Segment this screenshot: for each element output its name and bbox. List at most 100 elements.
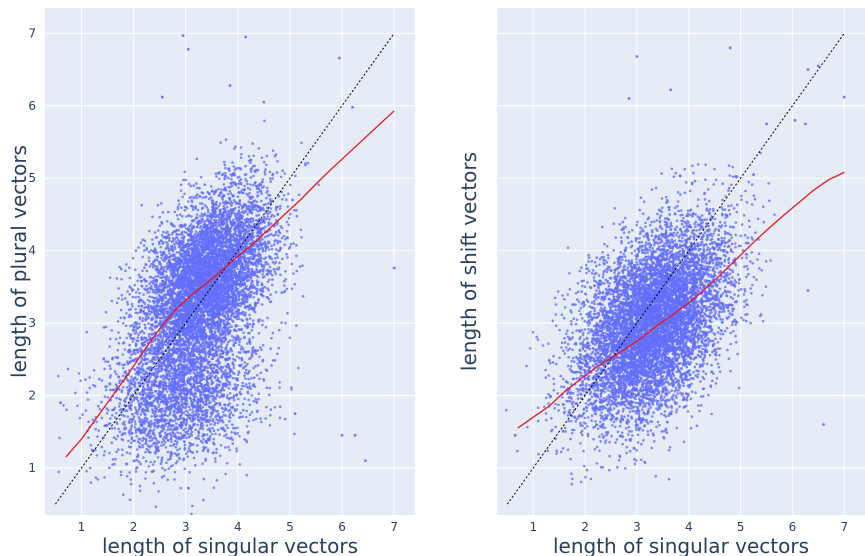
scatter-point	[264, 326, 268, 329]
scatter-point	[254, 184, 258, 188]
scatter-point	[199, 214, 202, 218]
scatter-point	[279, 247, 282, 251]
scatter-point	[118, 265, 121, 269]
scatter-point	[269, 300, 273, 304]
scatter-point	[110, 299, 114, 303]
scatter-point	[176, 238, 180, 242]
scatter-point	[275, 248, 278, 251]
scatter-point	[212, 244, 216, 247]
scatter-point	[241, 188, 244, 191]
scatter-point	[235, 233, 238, 237]
scatter-point	[277, 230, 281, 233]
scatter-point	[155, 258, 159, 262]
scatter-point	[260, 156, 264, 159]
scatter-point	[255, 168, 258, 172]
scatter-point	[164, 296, 168, 300]
scatter-point	[173, 245, 177, 248]
scatter-point	[163, 252, 167, 256]
scatter-point	[234, 294, 238, 297]
scatter-point	[266, 215, 270, 218]
scatter-point	[194, 259, 198, 263]
scatter-point	[234, 300, 237, 304]
scatter-point	[145, 269, 149, 273]
scatter-point	[254, 227, 258, 230]
scatter-point	[175, 214, 179, 217]
scatter-point	[249, 158, 253, 162]
scatter-point	[232, 165, 236, 168]
scatter-point	[267, 289, 270, 292]
scatter-point	[277, 266, 281, 269]
scatter-point	[171, 237, 175, 240]
scatter-point	[181, 195, 184, 199]
scatter-point	[129, 333, 133, 337]
scatter-point	[126, 290, 129, 293]
scatter-point	[153, 304, 156, 308]
scatter-point	[158, 295, 161, 298]
scatter-point	[263, 170, 267, 174]
scatter-point	[219, 208, 222, 212]
scatter-point	[260, 192, 264, 195]
scatter-point	[266, 189, 269, 193]
scatter-point	[271, 173, 274, 177]
scatter-point	[179, 213, 182, 216]
scatter-point	[270, 244, 273, 248]
scatter-point	[222, 321, 226, 325]
scatter-point	[152, 279, 156, 283]
scatter-point	[130, 375, 133, 379]
scatter-point	[189, 324, 193, 327]
scatter-point	[246, 213, 249, 216]
scatter-point	[271, 149, 275, 152]
scatter-point	[276, 256, 280, 259]
scatter-point	[306, 161, 310, 165]
scatter-point	[138, 291, 141, 295]
scatter-point	[268, 177, 272, 180]
scatter-point	[220, 188, 223, 191]
scatter-point	[295, 214, 299, 218]
scatter-point	[287, 217, 291, 220]
scatter-point	[137, 304, 141, 308]
scatter-point	[131, 295, 135, 299]
scatter-point	[136, 279, 139, 283]
scatter-point	[184, 223, 187, 227]
scatter-point	[127, 315, 131, 319]
scatter-point	[151, 316, 154, 320]
scatter-point	[239, 146, 243, 149]
scatter-point	[223, 186, 227, 190]
scatter-point	[149, 276, 153, 279]
scatter-point	[274, 209, 278, 212]
scatter-point	[173, 210, 177, 214]
scatter-point	[183, 170, 186, 174]
scatter-point	[206, 190, 209, 194]
scatter-point	[279, 204, 282, 208]
scatter-point	[132, 326, 135, 329]
scatter-point	[244, 297, 248, 301]
scatter-point	[157, 260, 161, 264]
scatter-point	[236, 195, 240, 198]
scatter-point	[292, 242, 295, 245]
scatter-point	[261, 273, 264, 276]
scatter-point	[144, 327, 147, 330]
scatter-point	[252, 296, 255, 299]
scatter-point	[232, 194, 235, 198]
scatter-point	[177, 199, 180, 202]
scatter-point	[142, 293, 145, 296]
scatter-point	[250, 251, 254, 255]
scatter-point	[269, 207, 273, 210]
scatter-point	[261, 180, 264, 184]
scatter-point	[137, 333, 140, 337]
scatter-point	[142, 331, 146, 335]
scatter-point	[267, 254, 271, 258]
scatter-point	[196, 186, 199, 190]
scatter-point	[274, 252, 277, 256]
scatter-point	[210, 185, 213, 188]
scatter-point	[124, 269, 127, 273]
scatter-point	[265, 186, 269, 190]
scatter-point	[231, 161, 234, 164]
scatter-point	[237, 295, 241, 299]
scatter-point	[231, 201, 234, 205]
scatter-point	[136, 351, 140, 354]
scatter-point	[293, 209, 296, 212]
scatter-point	[159, 250, 162, 254]
scatter-point	[141, 319, 144, 323]
scatter-point	[187, 214, 191, 217]
